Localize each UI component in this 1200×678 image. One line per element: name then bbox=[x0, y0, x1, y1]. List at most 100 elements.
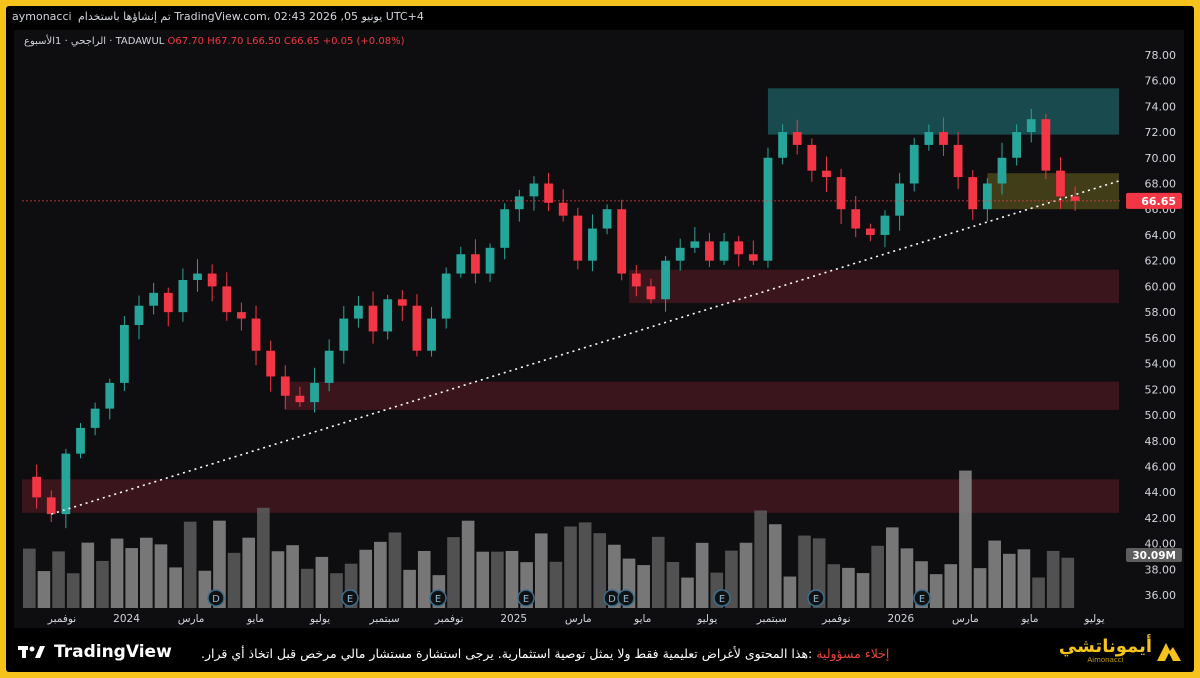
volume-bar bbox=[359, 549, 373, 608]
y-tick-label: 38.00 bbox=[1145, 563, 1177, 576]
volume-bar bbox=[871, 545, 884, 608]
volume-bar bbox=[505, 550, 519, 608]
volume-bar bbox=[183, 521, 197, 608]
x-tick-label: يوليو bbox=[309, 613, 330, 625]
volume-bar bbox=[578, 522, 592, 608]
candle-body bbox=[134, 305, 144, 325]
candle-body bbox=[602, 209, 612, 229]
volume-bar bbox=[140, 537, 153, 608]
y-tick-label: 78.00 bbox=[1145, 49, 1177, 62]
volume-bar bbox=[213, 520, 226, 608]
candle-body bbox=[836, 177, 846, 210]
x-tick-label: مارس bbox=[178, 613, 205, 625]
candle-body bbox=[339, 318, 349, 351]
event-marker-icon[interactable] bbox=[207, 589, 225, 607]
volume-bar bbox=[271, 551, 285, 608]
candle-body bbox=[427, 318, 436, 351]
volume-bar bbox=[447, 537, 460, 608]
candle-body bbox=[46, 497, 56, 515]
candle-body bbox=[748, 254, 758, 261]
volume-bar bbox=[257, 507, 270, 608]
candle-body bbox=[690, 241, 700, 248]
candle-body bbox=[939, 132, 948, 145]
volume-bar bbox=[988, 540, 1001, 608]
candle-body bbox=[207, 273, 217, 287]
brand-subtitle: Aimonacci bbox=[1087, 656, 1124, 664]
volume-bar bbox=[768, 524, 782, 608]
volume-bar bbox=[856, 573, 870, 608]
volume-bar bbox=[315, 556, 329, 608]
candle-body bbox=[441, 273, 451, 319]
volume-bar bbox=[1002, 553, 1016, 608]
event-marker-letter: E bbox=[919, 594, 925, 605]
x-tick-label: 2026 bbox=[888, 613, 915, 625]
y-tick-label: 76.00 bbox=[1145, 75, 1177, 88]
candle-body bbox=[1056, 170, 1065, 197]
y-tick-label: 46.00 bbox=[1145, 461, 1177, 474]
brand-name: أيموناتشي bbox=[1058, 636, 1152, 657]
volume-bar bbox=[944, 564, 958, 608]
volume-bar bbox=[37, 571, 51, 608]
symbol-legend: الراجحي · 1الأسبوع · TADAWUL O67.70 H67.… bbox=[24, 36, 404, 47]
candle-body bbox=[997, 157, 1007, 184]
volume-bar bbox=[695, 542, 709, 608]
volume-bar bbox=[754, 510, 767, 608]
candle-body bbox=[617, 209, 627, 274]
y-tick-label: 72.00 bbox=[1145, 126, 1177, 139]
y-tick-label: 62.00 bbox=[1145, 255, 1177, 268]
price-axis[interactable] bbox=[1122, 30, 1184, 628]
event-marker-icon[interactable] bbox=[429, 589, 447, 607]
candle-body bbox=[558, 202, 568, 216]
candle-body bbox=[193, 273, 202, 280]
disclaimer-text: :هذا المحتوى لأغراض تعليمية فقط ولا يمثل… bbox=[201, 646, 813, 661]
y-tick-label: 36.00 bbox=[1145, 589, 1177, 602]
event-marker-icon[interactable] bbox=[341, 589, 359, 607]
event-marker-icon[interactable] bbox=[807, 589, 825, 607]
volume-bar bbox=[885, 527, 899, 608]
tradingview-logo[interactable]: TradingView bbox=[18, 642, 172, 662]
candle-body bbox=[895, 183, 904, 216]
chart-canvas[interactable]: 78.0076.0074.0072.0070.0068.0066.0064.00… bbox=[14, 30, 1184, 628]
candle-body bbox=[865, 228, 875, 235]
x-tick-label: مارس bbox=[565, 613, 592, 625]
candle-body bbox=[295, 395, 305, 403]
candle-body bbox=[953, 144, 963, 178]
event-marker-icon[interactable] bbox=[713, 589, 731, 607]
candle-body bbox=[646, 286, 656, 300]
x-tick-label: سبتمبر bbox=[369, 613, 400, 625]
event-marker-icon[interactable] bbox=[517, 589, 535, 607]
volume-bar bbox=[783, 576, 797, 608]
x-tick-label: مارس bbox=[952, 613, 979, 625]
candle-body bbox=[105, 382, 115, 409]
candle-body bbox=[1026, 119, 1036, 133]
price-chart[interactable]: 78.00 76.00 74.00 72.00 70.00 68.00 66.00 64.00… bbox=[14, 30, 1184, 628]
candle-body bbox=[119, 325, 129, 383]
candle-body bbox=[807, 144, 817, 171]
y-tick-label: 44.00 bbox=[1145, 486, 1177, 499]
volume-bar bbox=[227, 552, 241, 608]
candle-body bbox=[471, 254, 480, 274]
volume-bar bbox=[959, 470, 972, 608]
event-marker-letter: E bbox=[813, 594, 819, 605]
y-tick-label: 58.00 bbox=[1145, 306, 1177, 319]
candle-body bbox=[763, 157, 773, 261]
y-tick-label: 74.00 bbox=[1145, 100, 1177, 113]
candle-body bbox=[792, 132, 802, 145]
event-marker-icon[interactable] bbox=[617, 589, 635, 607]
demand-zone bbox=[629, 269, 1119, 304]
tradingview-logo-text: TradingView bbox=[54, 642, 172, 662]
event-marker-letter: D bbox=[212, 594, 220, 605]
candle-body bbox=[500, 209, 510, 248]
volume-bar bbox=[534, 533, 548, 608]
demand-zone bbox=[285, 381, 1119, 410]
candle-body bbox=[383, 299, 393, 332]
y-tick-label: 50.00 bbox=[1145, 409, 1177, 422]
candle-body bbox=[982, 183, 992, 210]
volume-bar bbox=[125, 548, 139, 608]
volume-bar bbox=[52, 551, 65, 608]
x-tick-label: 2025 bbox=[500, 613, 527, 625]
candle-body bbox=[354, 305, 363, 319]
volume-bar bbox=[973, 568, 987, 608]
disclaimer-label: إخلاء مسؤولية bbox=[816, 646, 890, 661]
event-marker-icon[interactable] bbox=[913, 589, 931, 607]
